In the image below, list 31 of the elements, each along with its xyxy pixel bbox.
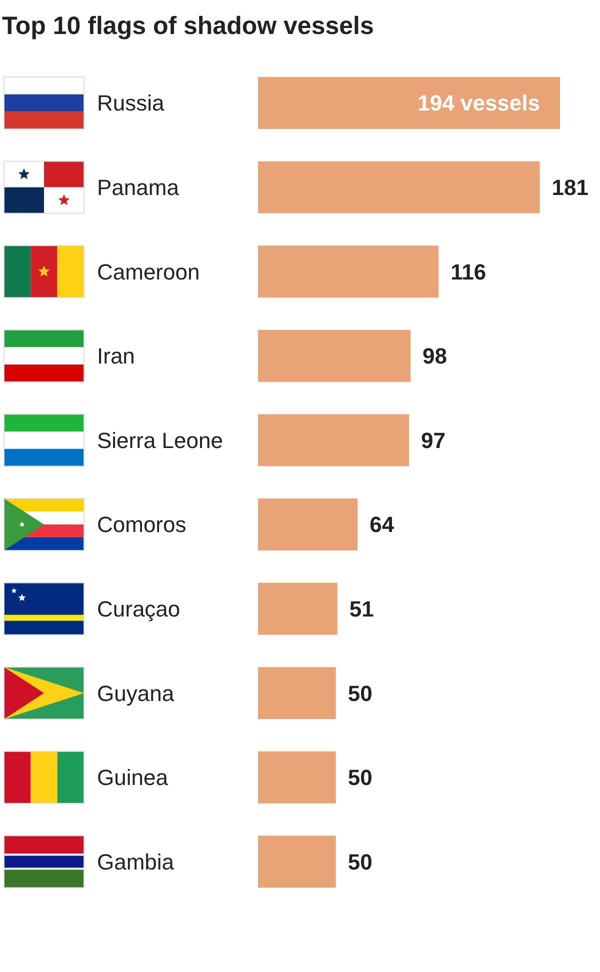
chart-title: Top 10 flags of shadow vessels bbox=[2, 12, 374, 40]
y-tick-label: Cameroon bbox=[97, 259, 200, 284]
bar bbox=[258, 414, 409, 466]
y-tick-label: Guyana bbox=[97, 680, 175, 706]
bar bbox=[258, 498, 358, 550]
y-tick-label: Panama bbox=[97, 175, 180, 200]
bar bbox=[258, 77, 560, 129]
data-label: 50 bbox=[348, 849, 372, 874]
bar bbox=[258, 751, 336, 804]
y-tick-label: Gambia bbox=[97, 849, 175, 874]
data-label: 181 bbox=[552, 175, 588, 200]
y-tick-label: Iran bbox=[97, 344, 135, 369]
y-tick-label: Comoros bbox=[97, 512, 186, 538]
data-label: 64 bbox=[370, 512, 395, 538]
y-tick-label: Sierra Leone bbox=[97, 428, 223, 453]
bar bbox=[258, 582, 338, 635]
data-label: 50 bbox=[348, 765, 372, 790]
y-tick-label: Russia bbox=[97, 90, 166, 116]
data-label: 116 bbox=[450, 259, 486, 284]
data-label: 97 bbox=[421, 428, 446, 453]
data-label: 194 vessels bbox=[418, 90, 540, 116]
data-label: 50 bbox=[348, 680, 372, 706]
bar bbox=[258, 667, 336, 720]
data-label: 51 bbox=[349, 596, 374, 622]
bar bbox=[258, 836, 336, 888]
y-tick-label: Curaçao bbox=[97, 596, 180, 622]
data-label: 98 bbox=[422, 344, 448, 369]
bar bbox=[258, 161, 540, 214]
bar bbox=[258, 246, 439, 298]
bar bbox=[258, 330, 411, 382]
y-tick-label: Guinea bbox=[97, 765, 169, 790]
